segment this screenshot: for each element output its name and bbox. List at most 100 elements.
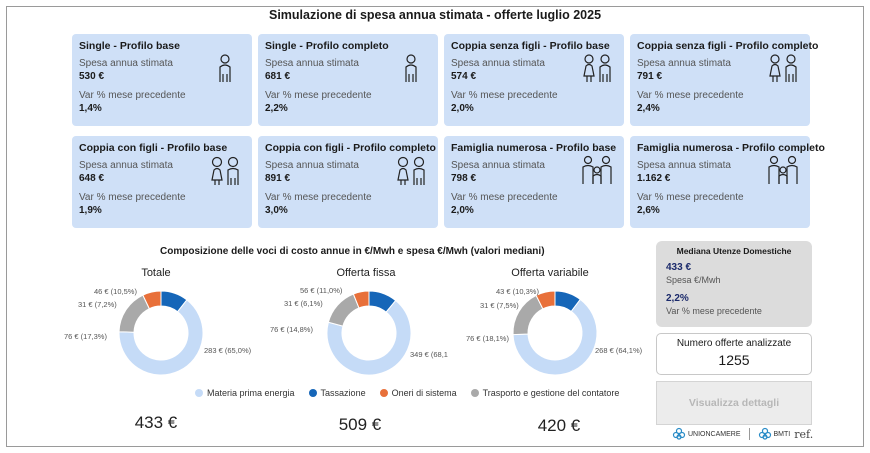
card-title: Coppia con figli - Profilo completo: [265, 142, 436, 154]
couple-with-children-icon: [397, 156, 425, 185]
legend-item-trasporto[interactable]: Trasporto e gestione del contatore: [470, 388, 620, 398]
card-title: Coppia senza figli - Profilo completo: [637, 40, 819, 52]
legend-dot: [470, 389, 479, 397]
card-title: Single - Profilo completo: [265, 40, 389, 52]
donut-slice-oneri[interactable]: [352, 290, 370, 309]
mediana-var-label: Var % mese precedente: [666, 306, 762, 316]
spesa-label: Spesa annua stimata: [265, 160, 359, 171]
spesa-label: Spesa annua stimata: [265, 58, 359, 69]
data-label: 46 € (10,5%): [94, 287, 137, 296]
data-label: 349 € (68,1: [410, 350, 448, 359]
donut-title-offerta-fissa: Offerta fissa: [336, 267, 396, 279]
var-label: Var % mese precedente: [79, 192, 186, 203]
donut-slice-materia[interactable]: [326, 299, 412, 376]
logo-divider: [748, 428, 750, 440]
couple-icon: [583, 54, 611, 82]
unioncamere-logo: UNIONCAMERE: [672, 427, 741, 441]
profile-card[interactable]: Famiglia numerosa - Profilo base Spesa a…: [444, 136, 624, 228]
profile-card[interactable]: Single - Profilo completo Spesa annua st…: [258, 34, 438, 126]
data-label: 31 € (6,1%): [284, 299, 323, 308]
spesa-value: 648 €: [79, 173, 105, 184]
data-label: 31 € (7,5%): [480, 301, 519, 310]
mediana-value-label: Spesa €/Mwh: [666, 275, 721, 285]
var-value: 1,4%: [79, 103, 102, 114]
legend-label: Tassazione: [320, 388, 366, 398]
large-family-icon: [582, 155, 612, 184]
spesa-label: Spesa annua stimata: [79, 160, 173, 171]
unioncamere-text: UNIONCAMERE: [688, 430, 741, 438]
legend-item-oneri[interactable]: Oneri di sistema: [379, 388, 457, 398]
donut-slice-materia[interactable]: [118, 299, 204, 376]
var-value: 2,2%: [265, 103, 288, 114]
legend-label: Oneri di sistema: [391, 388, 457, 398]
card-title: Coppia con figli - Profilo base: [79, 142, 228, 154]
var-label: Var % mese precedente: [79, 90, 186, 101]
spesa-label: Spesa annua stimata: [451, 58, 545, 69]
bmti-text: BMTI: [773, 430, 791, 438]
var-value: 2,0%: [451, 103, 474, 114]
spesa-label: Spesa annua stimata: [451, 160, 545, 171]
profile-card[interactable]: Coppia con figli - Profilo completo Spes…: [258, 136, 438, 228]
total-value-offerta-fissa: 509 €: [338, 415, 382, 434]
legend-dot: [308, 389, 317, 397]
profile-card[interactable]: Coppia senza figli - Profilo completo Sp…: [630, 34, 819, 126]
mediana-var: 2,2%: [666, 293, 689, 304]
profile-card[interactable]: Single - Profilo base Spesa annua stimat…: [72, 34, 252, 126]
donut-chart-offerta-fissa: [326, 290, 412, 376]
donut-slice-oneri[interactable]: [142, 290, 162, 310]
large-family-icon: [768, 155, 798, 184]
single-person-icon: [405, 54, 417, 82]
legend-dot: [379, 389, 388, 397]
donut-chart-totale: [118, 290, 204, 376]
var-value: 2,4%: [637, 103, 660, 114]
visualizza-dettagli-button[interactable]: Visualizza dettagli: [656, 381, 812, 425]
single-person-icon: [219, 54, 231, 82]
data-label: 283 € (65,0%): [204, 346, 252, 355]
spesa-label: Spesa annua stimata: [637, 160, 731, 171]
total-value-totale: 433 €: [134, 413, 178, 432]
mediana-value: 433 €: [666, 262, 692, 273]
donut-slice-trasporto[interactable]: [118, 294, 151, 333]
legend-label: Trasporto e gestione del contatore: [482, 388, 620, 398]
var-value: 2,6%: [637, 205, 660, 216]
mediana-panel: Mediana Utenze Domestiche 433 € Spesa €/…: [656, 241, 812, 327]
chart-legend: Materia prima energia Tassazione Oneri d…: [195, 388, 619, 398]
offerte-panel: Numero offerte analizzate 1255: [656, 333, 812, 375]
flower-logo-icon: [758, 427, 771, 440]
donut-slice-trasporto[interactable]: [327, 293, 360, 327]
spesa-value: 574 €: [451, 71, 477, 82]
data-label: 268 € (64,1%): [595, 346, 643, 355]
legend-dot: [195, 389, 203, 397]
profile-card[interactable]: Famiglia numerosa - Profilo completo Spe…: [630, 136, 825, 228]
data-label: 76 € (18,1%): [466, 334, 509, 343]
card-title: Coppia senza figli - Profilo base: [451, 40, 610, 52]
spesa-value: 791 €: [637, 71, 663, 82]
data-label: 76 € (14,8%): [270, 325, 313, 334]
data-label: 56 € (11,0%): [300, 286, 343, 295]
data-label: 43 € (10,3%): [496, 287, 539, 296]
donut-slice-oneri[interactable]: [535, 290, 556, 310]
mediana-title: Mediana Utenze Domestiche: [676, 246, 792, 256]
var-label: Var % mese precedente: [637, 90, 744, 101]
data-label: 76 € (17,3%): [64, 332, 107, 341]
total-value-offerta-variabile: 420 €: [537, 416, 581, 435]
composition-title: Composizione delle voci di costo annue i…: [160, 246, 545, 257]
profile-card[interactable]: Coppia con figli - Profilo base Spesa an…: [72, 136, 252, 228]
spesa-label: Spesa annua stimata: [637, 58, 731, 69]
var-label: Var % mese precedente: [637, 192, 744, 203]
flower-logo-icon: [672, 427, 686, 440]
var-label: Var % mese precedente: [265, 90, 372, 101]
offerte-count: 1255: [718, 352, 750, 368]
legend-item-materia[interactable]: Materia prima energia: [195, 388, 295, 398]
couple-icon: [769, 54, 797, 82]
spesa-value: 798 €: [451, 173, 477, 184]
profile-card[interactable]: Coppia senza figli - Profilo base Spesa …: [444, 34, 624, 126]
spesa-label: Spesa annua stimata: [79, 58, 173, 69]
spesa-value: 530 €: [79, 71, 105, 82]
spesa-value: 891 €: [265, 173, 291, 184]
donut-slice-materia[interactable]: [512, 298, 598, 376]
spesa-value: 1.162 €: [637, 173, 671, 184]
var-label: Var % mese precedente: [451, 192, 558, 203]
spesa-value: 681 €: [265, 71, 291, 82]
legend-item-tassazione[interactable]: Tassazione: [308, 388, 366, 398]
